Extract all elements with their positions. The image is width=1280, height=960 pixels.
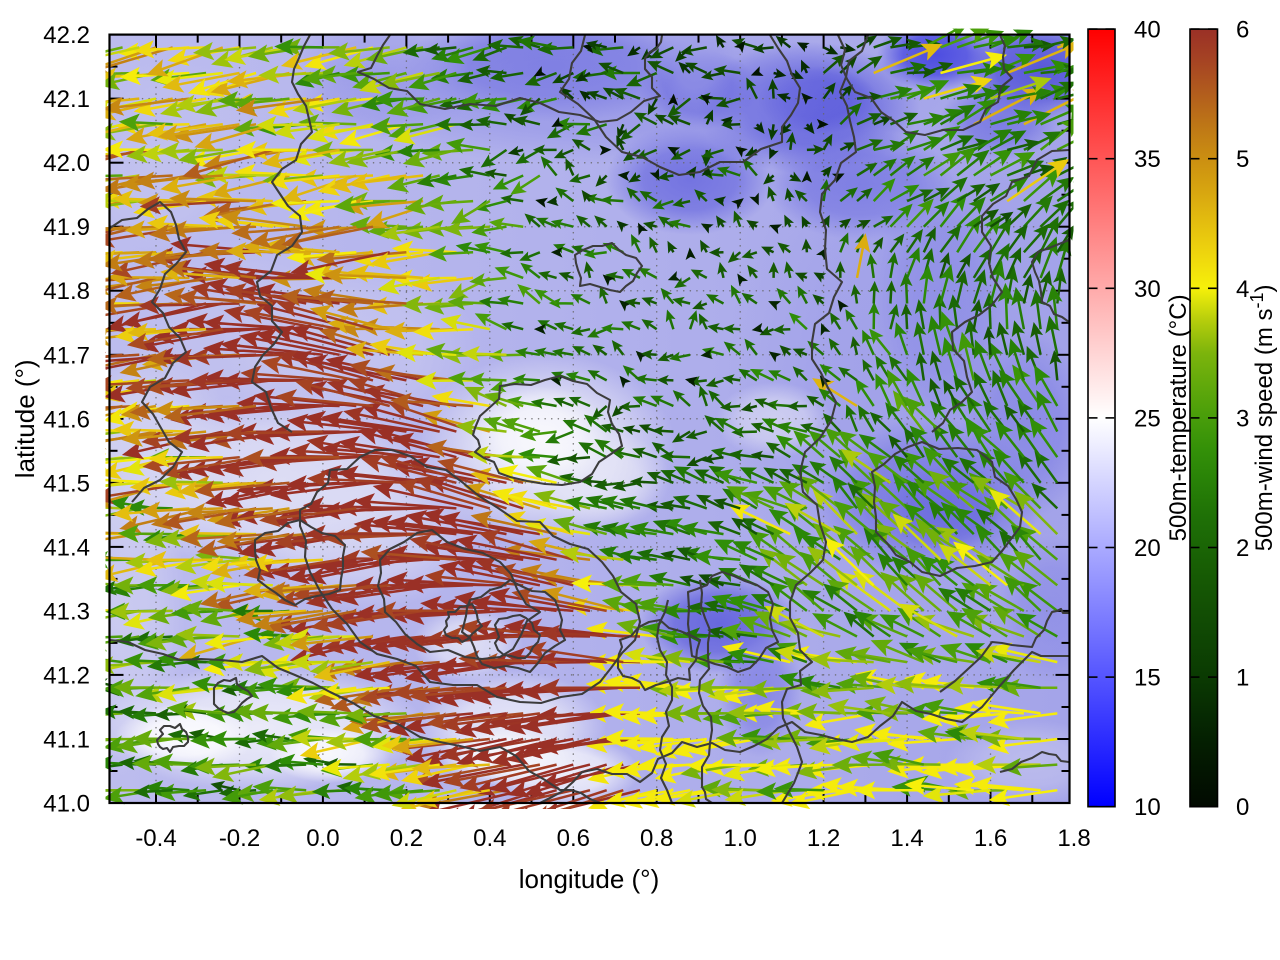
svg-text:41.5: 41.5 bbox=[43, 470, 90, 497]
svg-text:41.9: 41.9 bbox=[43, 214, 90, 241]
svg-text:1: 1 bbox=[1236, 665, 1249, 692]
svg-text:25: 25 bbox=[1134, 405, 1161, 432]
svg-text:40: 40 bbox=[1134, 17, 1161, 44]
svg-text:-0.4: -0.4 bbox=[135, 825, 176, 852]
svg-text:500m-temperature (°C): 500m-temperature (°C) bbox=[1165, 294, 1192, 541]
svg-text:41.7: 41.7 bbox=[43, 342, 90, 369]
svg-text:0.4: 0.4 bbox=[473, 825, 506, 852]
svg-text:500m-wind speed (m s-1): 500m-wind speed (m s-1) bbox=[1247, 285, 1278, 552]
svg-text:0.0: 0.0 bbox=[306, 825, 339, 852]
svg-text:41.1: 41.1 bbox=[43, 727, 90, 754]
svg-text:-0.2: -0.2 bbox=[219, 825, 260, 852]
svg-text:2: 2 bbox=[1236, 535, 1249, 562]
svg-text:15: 15 bbox=[1134, 665, 1161, 692]
svg-text:42.1: 42.1 bbox=[43, 86, 90, 113]
svg-text:1.8: 1.8 bbox=[1057, 825, 1090, 852]
svg-text:4: 4 bbox=[1236, 276, 1249, 303]
svg-text:41.4: 41.4 bbox=[43, 534, 90, 561]
svg-text:10: 10 bbox=[1134, 794, 1161, 821]
svg-text:1.2: 1.2 bbox=[807, 825, 840, 852]
svg-text:41.2: 41.2 bbox=[43, 662, 90, 689]
svg-text:20: 20 bbox=[1134, 535, 1161, 562]
svg-text:41.0: 41.0 bbox=[43, 791, 90, 818]
svg-text:1.0: 1.0 bbox=[724, 825, 757, 852]
svg-text:5: 5 bbox=[1236, 146, 1249, 173]
svg-text:latitude (°): latitude (°) bbox=[10, 359, 40, 478]
svg-text:1.4: 1.4 bbox=[890, 825, 923, 852]
svg-text:35: 35 bbox=[1134, 146, 1161, 173]
svg-text:6: 6 bbox=[1236, 17, 1249, 44]
svg-text:41.3: 41.3 bbox=[43, 598, 90, 625]
svg-text:41.8: 41.8 bbox=[43, 278, 90, 305]
svg-text:1.6: 1.6 bbox=[974, 825, 1007, 852]
svg-text:0.2: 0.2 bbox=[390, 825, 423, 852]
svg-text:42.0: 42.0 bbox=[43, 150, 90, 177]
svg-text:42.2: 42.2 bbox=[43, 22, 90, 49]
svg-text:30: 30 bbox=[1134, 276, 1161, 303]
svg-text:41.6: 41.6 bbox=[43, 406, 90, 433]
svg-text:0.8: 0.8 bbox=[640, 825, 673, 852]
svg-text:longitude (°): longitude (°) bbox=[519, 864, 659, 894]
svg-text:0: 0 bbox=[1236, 794, 1249, 821]
svg-text:0.6: 0.6 bbox=[557, 825, 590, 852]
svg-text:3: 3 bbox=[1236, 405, 1249, 432]
